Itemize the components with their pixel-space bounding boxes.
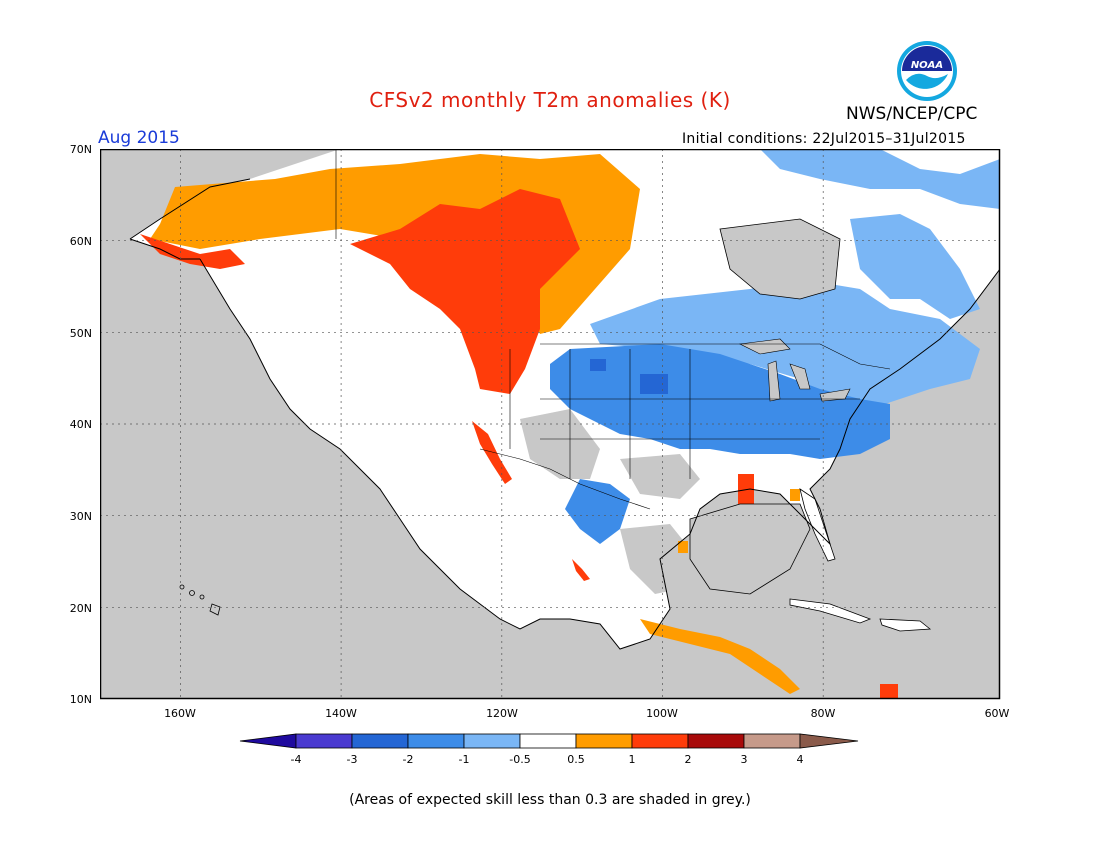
anomaly-central-us <box>550 344 890 459</box>
colorbar-bin <box>631 733 689 749</box>
lon-label: 140W <box>325 707 357 720</box>
colorbar-label: 0.5 <box>567 753 585 766</box>
colorbar-label: -2 <box>402 753 414 766</box>
anomaly-alaska-coast <box>140 234 245 269</box>
political-borders <box>335 149 891 510</box>
colorbar-label: -3 <box>346 753 358 766</box>
colorbar-bin <box>351 733 409 749</box>
anomaly-montana <box>590 359 606 371</box>
anomaly-labrador <box>850 214 980 319</box>
anomaly-mexico-pacific-coast <box>572 559 590 581</box>
svg-text:NOAA: NOAA <box>911 60 943 71</box>
anomaly-alabama <box>790 489 800 501</box>
colorbar-bin <box>799 733 859 749</box>
coast-florida <box>799 488 836 562</box>
lat-label: 10N <box>69 693 92 706</box>
lon-label: 120W <box>486 707 518 720</box>
grid-lines <box>100 149 1000 699</box>
agency-label: NWS/NCEP/CPC <box>846 104 978 124</box>
map-title: CFSv2 monthly T2m anomalies (K) <box>369 88 731 112</box>
colorbar-label: 3 <box>740 753 748 766</box>
hawaii-islands <box>179 584 221 616</box>
colorbar-label: 4 <box>796 753 804 766</box>
lat-label: 60N <box>69 235 92 248</box>
colorbar-bin <box>575 733 633 749</box>
anomaly-mexico <box>565 479 630 544</box>
anomaly-central-america <box>640 619 800 694</box>
skill-footnote: (Areas of expected skill less than 0.3 a… <box>349 792 751 808</box>
anomaly-texas-coast <box>678 541 688 553</box>
colorbar-label: -1 <box>458 753 470 766</box>
map-frame <box>100 149 1001 700</box>
lat-label: 20N <box>69 602 92 615</box>
anomaly-pacific-nw <box>350 189 580 394</box>
lon-label: 60W <box>984 707 1010 720</box>
colorbar-bin <box>687 733 745 749</box>
colorbar-bin <box>295 733 353 749</box>
coastline <box>129 178 1000 650</box>
great-lakes <box>738 338 851 402</box>
coast-cuba <box>789 598 872 624</box>
anomaly-louisiana <box>738 474 754 504</box>
lat-label: 40N <box>69 418 92 431</box>
low-skill-central-mexico <box>620 524 690 594</box>
lon-label: 100W <box>646 707 678 720</box>
anomaly-colombia <box>880 684 898 699</box>
initial-conditions: Initial conditions: 22Jul2015–31Jul2015 <box>682 131 966 147</box>
colorbar-bin <box>407 733 465 749</box>
colorbar-label: 2 <box>684 753 692 766</box>
low-skill-plains <box>620 454 700 499</box>
forecast-period: Aug 2015 <box>98 128 180 148</box>
colorbar <box>239 733 859 749</box>
colorbar-label: -0.5 <box>509 753 531 766</box>
colorbar-label: -4 <box>290 753 302 766</box>
colorbar-bin <box>743 733 801 749</box>
colorbar-bin <box>463 733 521 749</box>
anomaly-map <box>100 149 1001 700</box>
anomaly-arctic-islands <box>760 149 1000 209</box>
gulf-of-mexico <box>689 503 811 595</box>
hudson-bay <box>719 218 841 300</box>
noaa-logo: NOAA <box>897 41 957 101</box>
low-skill-southwest <box>520 409 600 479</box>
lat-label: 70N <box>69 143 92 156</box>
anomaly-dakotas <box>640 374 668 394</box>
lat-label: 50N <box>69 327 92 340</box>
colorbar-bin <box>239 733 297 749</box>
colorbar-bin <box>519 733 577 749</box>
lon-label: 80W <box>810 707 836 720</box>
lat-label: 30N <box>69 510 92 523</box>
colorbar-label: 1 <box>628 753 636 766</box>
lon-label: 160W <box>164 707 196 720</box>
coast-hispaniola <box>879 618 932 632</box>
